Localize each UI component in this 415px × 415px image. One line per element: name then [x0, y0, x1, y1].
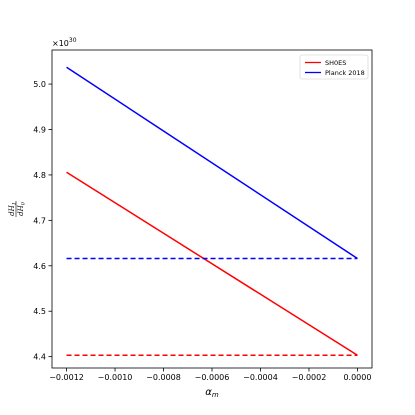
x-axis-label: αm [205, 387, 219, 399]
legend: SH0ES Planck 2018 [299, 54, 369, 80]
y-tick-label: 5.0 [33, 80, 46, 89]
y-offset-label: ×1030 [52, 37, 77, 48]
y-axis-ticks: 4.4 4.5 4.6 4.7 4.8 4.9 5.0 [33, 80, 52, 362]
x-tick-label: −0.0010 [98, 373, 133, 382]
y-tick-label: 4.8 [33, 171, 46, 180]
y-tick-label: 4.7 [33, 216, 46, 225]
y-tick-label: 4.5 [33, 307, 46, 316]
legend-label-planck: Planck 2018 [325, 69, 365, 77]
legend-label-sh0es: SH0ES [325, 59, 346, 67]
svg-text:dH1: dH1 [8, 202, 18, 216]
plot-area [51, 49, 373, 369]
series-line-blue-solid [66, 66, 358, 260]
series-layer [66, 66, 358, 357]
x-tick-label: −0.0008 [146, 373, 181, 382]
x-tick-label: −0.0012 [49, 373, 84, 382]
y-tick-label: 4.4 [33, 353, 46, 362]
x-axis-ticks: −0.0012 −0.0010 −0.0008 −0.0006 −0.0004 −0.00… [49, 368, 371, 382]
x-tick-label: 0.0000 [343, 373, 371, 382]
x-tick-label: −0.0002 [292, 373, 327, 382]
x-tick-label: −0.0004 [243, 373, 278, 382]
svg-text:dH0: dH0 [17, 201, 27, 216]
y-axis-label: dH1 dH0 [8, 201, 27, 217]
y-tick-label: 4.9 [33, 126, 46, 135]
x-tick-label: −0.0006 [195, 373, 230, 382]
y-tick-label: 4.6 [33, 262, 46, 271]
series-line-red-solid [66, 171, 358, 356]
